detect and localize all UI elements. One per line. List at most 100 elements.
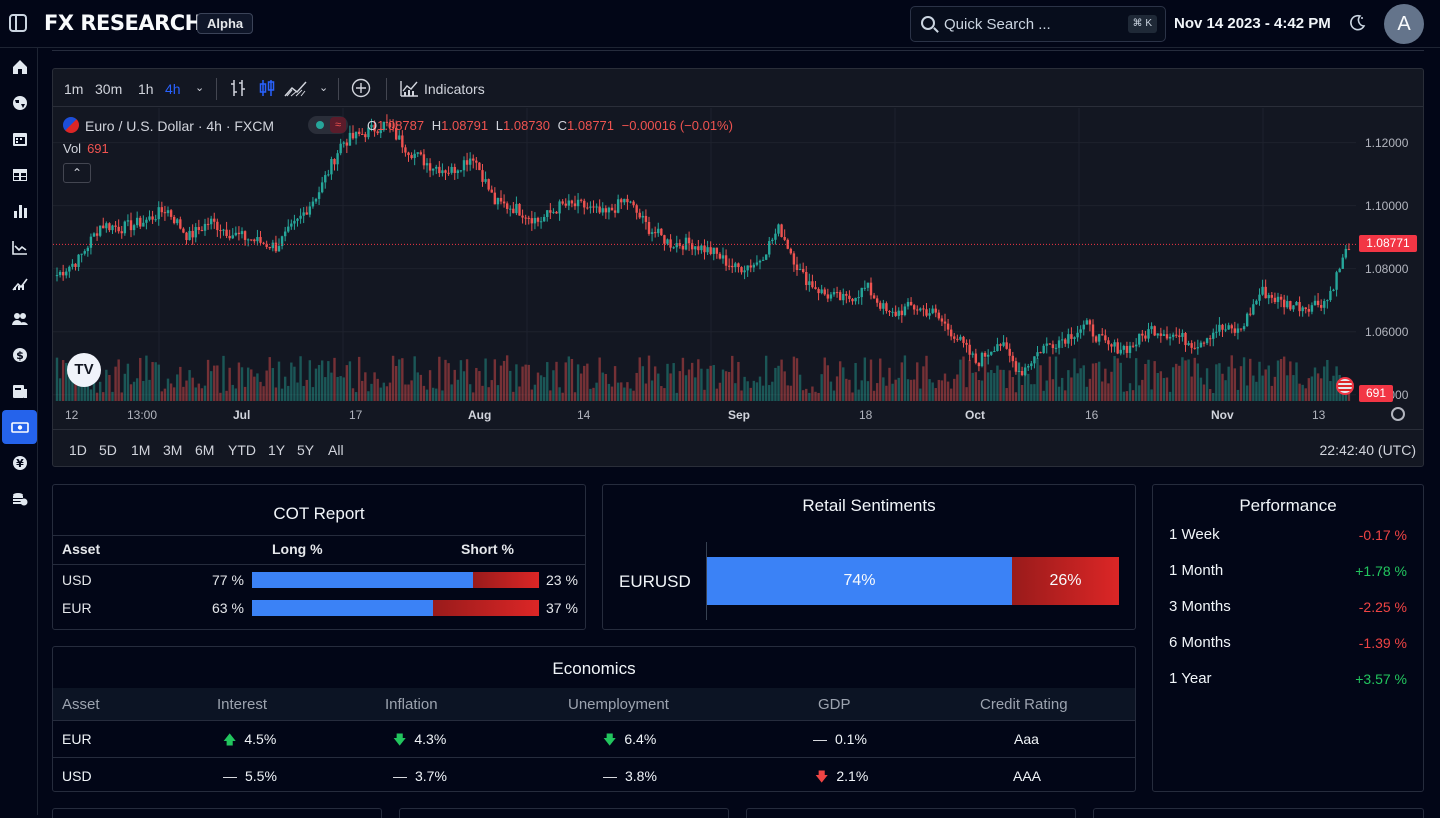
chevron-down-icon[interactable]: ⌄ bbox=[319, 82, 329, 94]
timeframe-1m[interactable]: 1m bbox=[64, 81, 84, 97]
gear-icon[interactable] bbox=[1391, 407, 1405, 421]
volume-bar bbox=[209, 371, 213, 401]
range-6m[interactable]: 6M bbox=[195, 442, 215, 458]
economics-header: Credit Rating bbox=[980, 696, 1068, 713]
volume-bar bbox=[1295, 362, 1298, 401]
candle-body bbox=[743, 270, 746, 273]
candle-body bbox=[1178, 335, 1181, 337]
volume-bar bbox=[798, 374, 802, 401]
volume-bar bbox=[1116, 358, 1119, 401]
candle-body bbox=[620, 199, 623, 203]
candle-body bbox=[487, 179, 490, 190]
economics-header: Asset bbox=[62, 696, 100, 713]
candle-body bbox=[145, 219, 148, 223]
volume-bar bbox=[993, 373, 996, 401]
top-bar: FX RESEARCH Alpha Quick Search ... ⌘ K N… bbox=[0, 0, 1440, 48]
candle-style-icon[interactable] bbox=[258, 78, 276, 103]
market-status[interactable]: ≈ bbox=[308, 116, 348, 134]
volume-bar bbox=[1156, 372, 1159, 401]
volume-bar bbox=[1048, 356, 1052, 401]
volume-bar bbox=[413, 356, 416, 401]
candle-body bbox=[623, 198, 626, 203]
candle-body bbox=[727, 265, 731, 267]
volume-bar bbox=[1332, 375, 1335, 401]
area-style-icon[interactable] bbox=[284, 78, 308, 103]
candle-body bbox=[1181, 332, 1184, 337]
line-chart-icon[interactable] bbox=[2, 230, 37, 264]
range-5d[interactable]: 5D bbox=[99, 442, 117, 458]
home-icon[interactable] bbox=[2, 50, 37, 84]
volume-bar bbox=[922, 366, 925, 401]
app-logo[interactable]: FX RESEARCH bbox=[44, 11, 202, 35]
candle-body bbox=[931, 308, 934, 314]
range-1m[interactable]: 1M bbox=[131, 442, 151, 458]
volume-bar bbox=[801, 390, 805, 401]
range-ytd[interactable]: YTD bbox=[228, 442, 256, 458]
volume-bar bbox=[296, 382, 299, 401]
volume-bar bbox=[1202, 384, 1206, 401]
tradingview-logo[interactable]: TV bbox=[67, 353, 101, 387]
candle-body bbox=[607, 207, 611, 213]
bar-style-icon[interactable] bbox=[229, 78, 247, 103]
range-5y[interactable]: 5Y bbox=[297, 442, 315, 458]
table-icon[interactable] bbox=[2, 158, 37, 192]
indicators-icon[interactable] bbox=[399, 78, 419, 103]
timeframe-30m[interactable]: 30m bbox=[95, 81, 123, 97]
quick-search[interactable]: Quick Search ... ⌘ K bbox=[910, 6, 1166, 42]
volume-bar bbox=[1128, 383, 1132, 401]
theme-toggle-icon[interactable] bbox=[1347, 13, 1367, 33]
candle-body bbox=[1208, 338, 1212, 340]
candle-body bbox=[1252, 304, 1255, 315]
sentiment-short-bar[interactable]: 26% bbox=[1012, 557, 1119, 605]
volume-bar bbox=[1054, 356, 1058, 401]
candle-body bbox=[324, 175, 327, 183]
candle-body bbox=[771, 239, 774, 242]
candle-body bbox=[416, 152, 419, 154]
high-value: 1.08791 bbox=[441, 118, 489, 133]
symbol-title[interactable]: Euro / U.S. Dollar · 4h · FXCM bbox=[85, 118, 275, 134]
performance-row: 1 Year +3.57 % bbox=[1169, 670, 1407, 687]
candle-body bbox=[1165, 334, 1169, 339]
range-1d[interactable]: 1D bbox=[69, 442, 87, 458]
candlestick-chart[interactable] bbox=[53, 69, 1424, 467]
range-all[interactable]: All bbox=[328, 442, 344, 458]
us-flag-icon[interactable] bbox=[1336, 377, 1354, 395]
banknote-icon[interactable] bbox=[2, 410, 37, 444]
volume-bar bbox=[990, 370, 993, 401]
range-1y[interactable]: 1Y bbox=[268, 442, 286, 458]
collapse-legend-button[interactable]: ⌃ bbox=[63, 163, 91, 183]
volume-bar bbox=[398, 359, 401, 401]
news-icon[interactable] bbox=[2, 374, 37, 408]
globe-icon[interactable] bbox=[2, 86, 37, 120]
chevron-down-icon[interactable]: ⌄ bbox=[195, 82, 205, 94]
timeframe-1h[interactable]: 1h bbox=[138, 81, 154, 97]
candle-body bbox=[311, 201, 315, 207]
volume-bar bbox=[610, 386, 614, 401]
coins-icon[interactable] bbox=[2, 482, 37, 516]
volume-bar bbox=[111, 391, 114, 401]
candle-body bbox=[718, 253, 722, 259]
cot-short-pct: 37 % bbox=[546, 600, 578, 616]
dollar-icon[interactable]: $ bbox=[2, 338, 37, 372]
bar-chart-icon[interactable] bbox=[2, 194, 37, 228]
users-icon[interactable] bbox=[2, 302, 37, 336]
volume-bar bbox=[1131, 390, 1135, 401]
candle-body bbox=[949, 329, 953, 337]
volume-bar bbox=[1230, 355, 1233, 401]
candle-body bbox=[179, 219, 182, 229]
sidebar-toggle-icon[interactable] bbox=[9, 14, 27, 32]
avatar[interactable]: A bbox=[1384, 4, 1424, 44]
sentiment-long-bar[interactable]: 74% bbox=[707, 557, 1012, 605]
calendar-icon[interactable] bbox=[2, 122, 37, 156]
compare-add-icon[interactable] bbox=[351, 78, 371, 103]
yen-icon[interactable]: ¥ bbox=[2, 446, 37, 480]
timeframe-4h[interactable]: 4h bbox=[165, 81, 181, 97]
utc-clock[interactable]: 22:42:40 (UTC) bbox=[1319, 442, 1416, 458]
trend-chart-icon[interactable] bbox=[2, 266, 37, 300]
range-3m[interactable]: 3M bbox=[163, 442, 183, 458]
indicators-button[interactable]: Indicators bbox=[424, 81, 485, 97]
close-value: 1.08771 bbox=[567, 118, 615, 133]
volume-bar bbox=[598, 357, 601, 401]
volume-bar bbox=[213, 365, 216, 401]
candle-body bbox=[194, 227, 197, 238]
